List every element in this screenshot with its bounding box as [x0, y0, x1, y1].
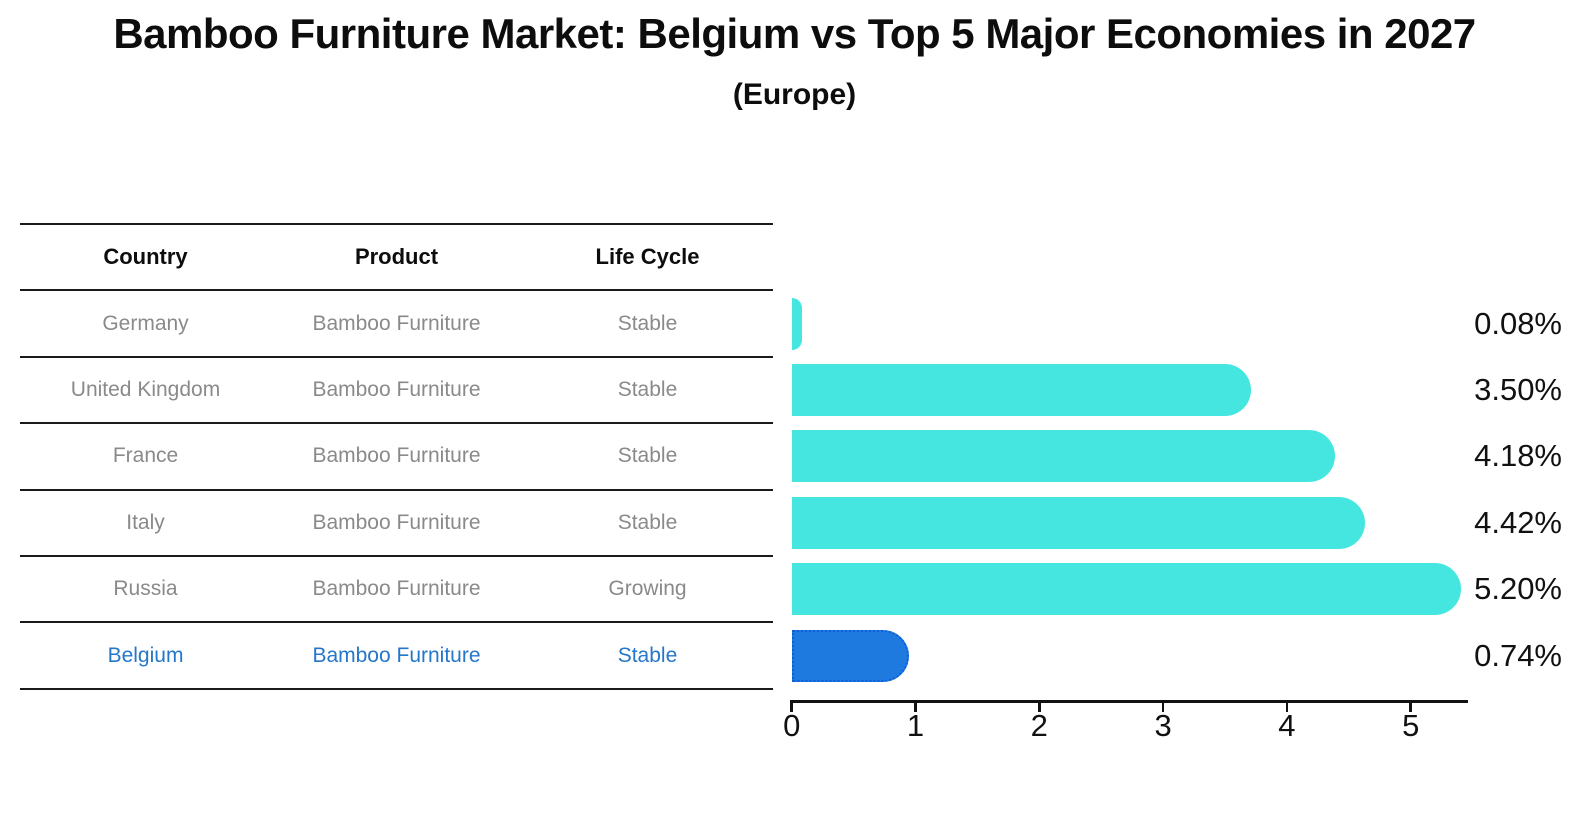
x-tick-label: 1: [906, 708, 925, 743]
cell-product: Bamboo Furniture: [312, 577, 481, 601]
x-tick-label: 0: [783, 708, 801, 743]
bar-united-kingdom: [791, 364, 1251, 416]
bar-italy: [791, 496, 1365, 549]
cell-life-cycle: Stable: [617, 444, 678, 468]
chart-title: Bamboo Furniture Market: Belgium vs Top …: [113, 10, 1476, 57]
value-label: 3.50%: [1474, 372, 1562, 407]
table-row: Italy Bamboo Furniture Stable: [20, 491, 773, 557]
x-axis-line: [790, 700, 1468, 703]
x-tick-label: 4: [1278, 708, 1296, 743]
data-table: Country Product Life Cycle Germany Bamboo F…: [20, 223, 773, 690]
value-label: 4.42%: [1474, 504, 1562, 540]
x-tick-label: 2: [1030, 708, 1048, 743]
table-row: Germany Bamboo Furniture Stable: [20, 291, 773, 358]
cell-life-cycle: Stable: [617, 643, 678, 667]
bar-france: [791, 430, 1336, 483]
cell-life-cycle: Stable: [617, 311, 678, 335]
bar-germany: [791, 297, 802, 350]
cell-life-cycle: Growing: [608, 577, 687, 601]
cell-product: Bamboo Furniture: [312, 311, 481, 335]
table-row: Russia Bamboo Furniture Growing: [20, 557, 773, 624]
value-label: 0.74%: [1474, 637, 1562, 673]
x-tick-label: 3: [1154, 708, 1172, 743]
cell-product: Bamboo Furniture: [312, 643, 481, 667]
value-label: 0.08%: [1474, 305, 1562, 341]
cell-product: Bamboo Furniture: [312, 377, 481, 401]
column-header: Country: [103, 244, 188, 270]
bar-belgium: [791, 629, 910, 682]
x-tick-mark: [1038, 701, 1041, 712]
value-label: 4.18%: [1474, 438, 1562, 474]
column-header: Life Cycle: [595, 244, 700, 270]
cell-country: France: [112, 444, 179, 468]
x-tick-label: 5: [1402, 708, 1420, 743]
cell-product: Bamboo Furniture: [312, 444, 481, 468]
x-tick-mark: [1409, 701, 1412, 712]
bar-russia: [791, 563, 1462, 616]
table-body: Germany Bamboo Furniture Stable United King…: [20, 291, 773, 690]
x-tick-mark: [1161, 701, 1165, 712]
chart-subtitle: (Europe): [732, 78, 857, 111]
table-row: France Bamboo Furniture Stable: [20, 424, 773, 491]
cell-country: United Kingdom: [70, 377, 221, 401]
x-tick-mark: [914, 701, 917, 712]
cell-country: Russia: [113, 577, 178, 601]
table-header-row: Country Product Life Cycle: [20, 225, 773, 292]
column-header: Product: [354, 244, 439, 270]
cell-product: Bamboo Furniture: [312, 510, 481, 534]
cell-country: Belgium: [107, 643, 184, 667]
cell-country: Italy: [126, 510, 165, 534]
x-tick-mark: [790, 701, 793, 712]
cell-life-cycle: Stable: [617, 377, 678, 401]
table-row: United Kingdom Bamboo Furniture Stable: [20, 358, 773, 425]
x-tick-mark: [1285, 701, 1289, 712]
table-row: Belgium Bamboo Furniture Stable: [20, 623, 773, 690]
value-label: 5.20%: [1474, 571, 1562, 607]
cell-country: Germany: [102, 311, 189, 335]
cell-life-cycle: Stable: [617, 510, 678, 534]
